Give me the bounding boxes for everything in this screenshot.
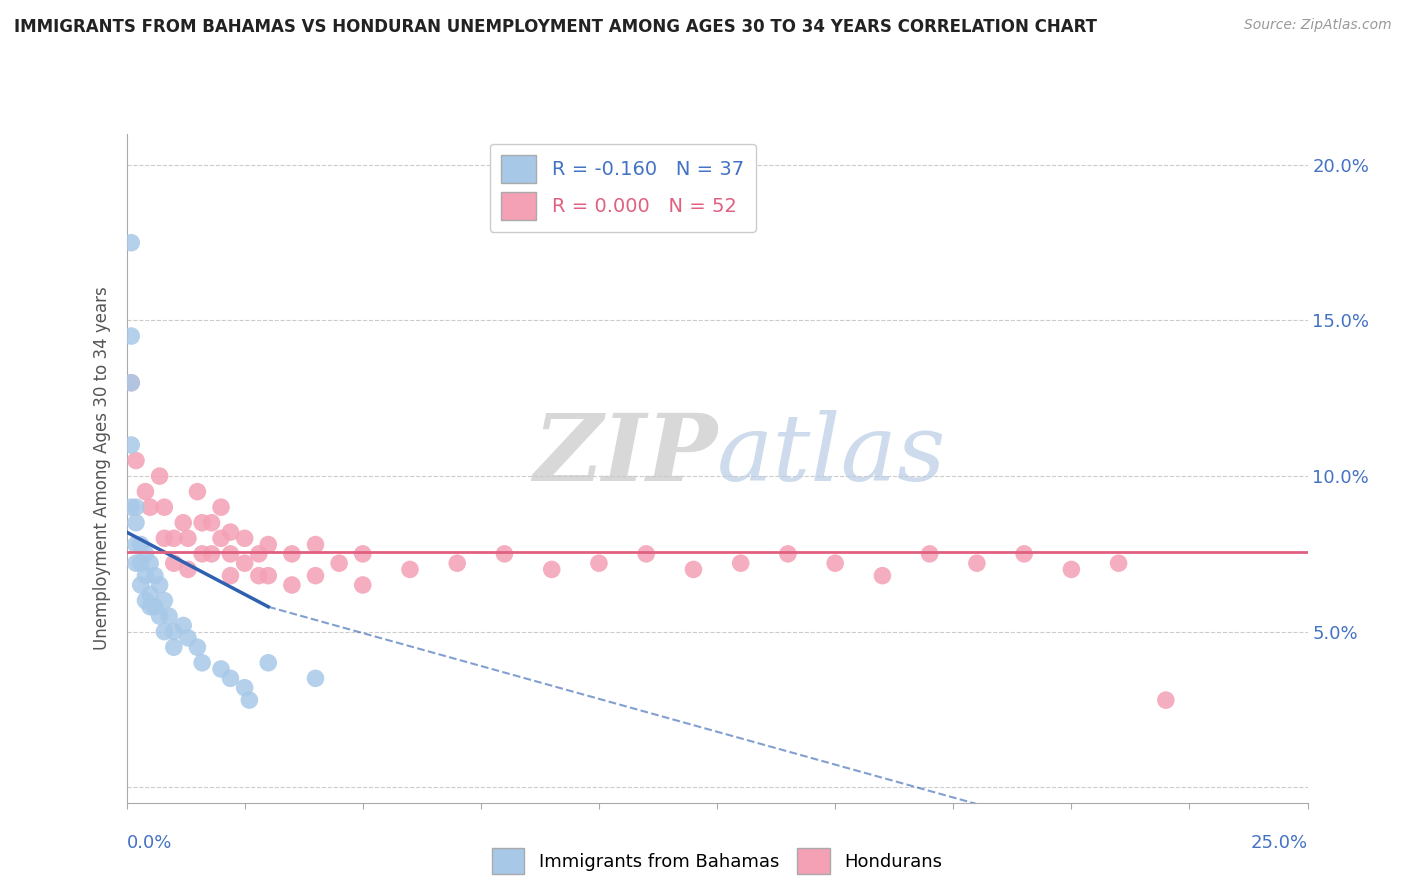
Point — [304, 537, 326, 551]
Point — [494, 547, 516, 561]
Point — [191, 516, 214, 530]
Point — [682, 562, 704, 576]
Point — [134, 547, 156, 561]
Point — [730, 556, 752, 570]
Point — [257, 568, 280, 582]
Point — [588, 556, 610, 570]
Point — [157, 609, 180, 624]
Point — [247, 547, 270, 561]
Point — [1060, 562, 1083, 576]
Point — [125, 537, 148, 551]
Point — [238, 693, 260, 707]
Point — [163, 531, 186, 545]
Point — [219, 525, 242, 540]
Point — [163, 624, 186, 639]
Point — [1012, 547, 1035, 561]
Point — [776, 547, 799, 561]
Point — [540, 562, 562, 576]
Point — [153, 624, 176, 639]
Point — [872, 568, 894, 582]
Point — [149, 469, 172, 483]
Point — [129, 556, 152, 570]
Point — [125, 556, 148, 570]
Point — [304, 568, 326, 582]
Text: atlas: atlas — [717, 410, 946, 500]
Point — [219, 568, 242, 582]
Point — [143, 599, 166, 614]
Point — [139, 500, 162, 515]
Point — [257, 537, 280, 551]
Point — [120, 376, 142, 390]
Point — [143, 568, 166, 582]
Point — [129, 578, 152, 592]
Point — [120, 235, 142, 250]
Point — [191, 547, 214, 561]
Point — [1154, 693, 1177, 707]
Point — [200, 516, 222, 530]
Point — [247, 568, 270, 582]
Point — [129, 537, 152, 551]
Point — [233, 556, 256, 570]
Point — [352, 578, 374, 592]
Text: IMMIGRANTS FROM BAHAMAS VS HONDURAN UNEMPLOYMENT AMONG AGES 30 TO 34 YEARS CORRE: IMMIGRANTS FROM BAHAMAS VS HONDURAN UNEM… — [14, 18, 1097, 36]
Point — [120, 376, 142, 390]
Point — [172, 618, 194, 632]
Point — [446, 556, 468, 570]
Point — [824, 556, 846, 570]
Text: Source: ZipAtlas.com: Source: ZipAtlas.com — [1244, 18, 1392, 32]
Point — [209, 531, 232, 545]
Y-axis label: Unemployment Among Ages 30 to 34 years: Unemployment Among Ages 30 to 34 years — [93, 286, 111, 650]
Point — [328, 556, 350, 570]
Text: 0.0%: 0.0% — [127, 834, 172, 852]
Point — [966, 556, 988, 570]
Point — [120, 438, 142, 452]
Point — [125, 500, 148, 515]
Point — [209, 662, 232, 676]
Point — [149, 578, 172, 592]
Point — [219, 671, 242, 685]
Point — [281, 578, 304, 592]
Point — [153, 531, 176, 545]
Point — [125, 453, 148, 467]
Point — [918, 547, 941, 561]
Point — [233, 531, 256, 545]
Text: ZIP: ZIP — [533, 410, 717, 500]
Point — [281, 547, 304, 561]
Point — [134, 484, 156, 499]
Point — [1108, 556, 1130, 570]
Point — [153, 593, 176, 607]
Point — [120, 500, 142, 515]
Point — [209, 500, 232, 515]
Point — [120, 329, 142, 343]
Point — [219, 547, 242, 561]
Point — [177, 531, 200, 545]
Point — [139, 556, 162, 570]
Point — [177, 562, 200, 576]
Point — [399, 562, 422, 576]
Point — [177, 631, 200, 645]
Point — [163, 640, 186, 655]
Point — [233, 681, 256, 695]
Point — [153, 500, 176, 515]
Point — [257, 656, 280, 670]
Point — [186, 484, 208, 499]
Point — [125, 516, 148, 530]
Point — [139, 599, 162, 614]
Point — [191, 656, 214, 670]
Point — [304, 671, 326, 685]
Point — [636, 547, 658, 561]
Point — [149, 609, 172, 624]
Point — [139, 587, 162, 601]
Legend: Immigrants from Bahamas, Hondurans: Immigrants from Bahamas, Hondurans — [485, 841, 949, 880]
Point — [200, 547, 222, 561]
Point — [134, 593, 156, 607]
Point — [352, 547, 374, 561]
Point — [172, 516, 194, 530]
Point — [134, 568, 156, 582]
Text: 25.0%: 25.0% — [1250, 834, 1308, 852]
Point — [186, 640, 208, 655]
Point — [163, 556, 186, 570]
